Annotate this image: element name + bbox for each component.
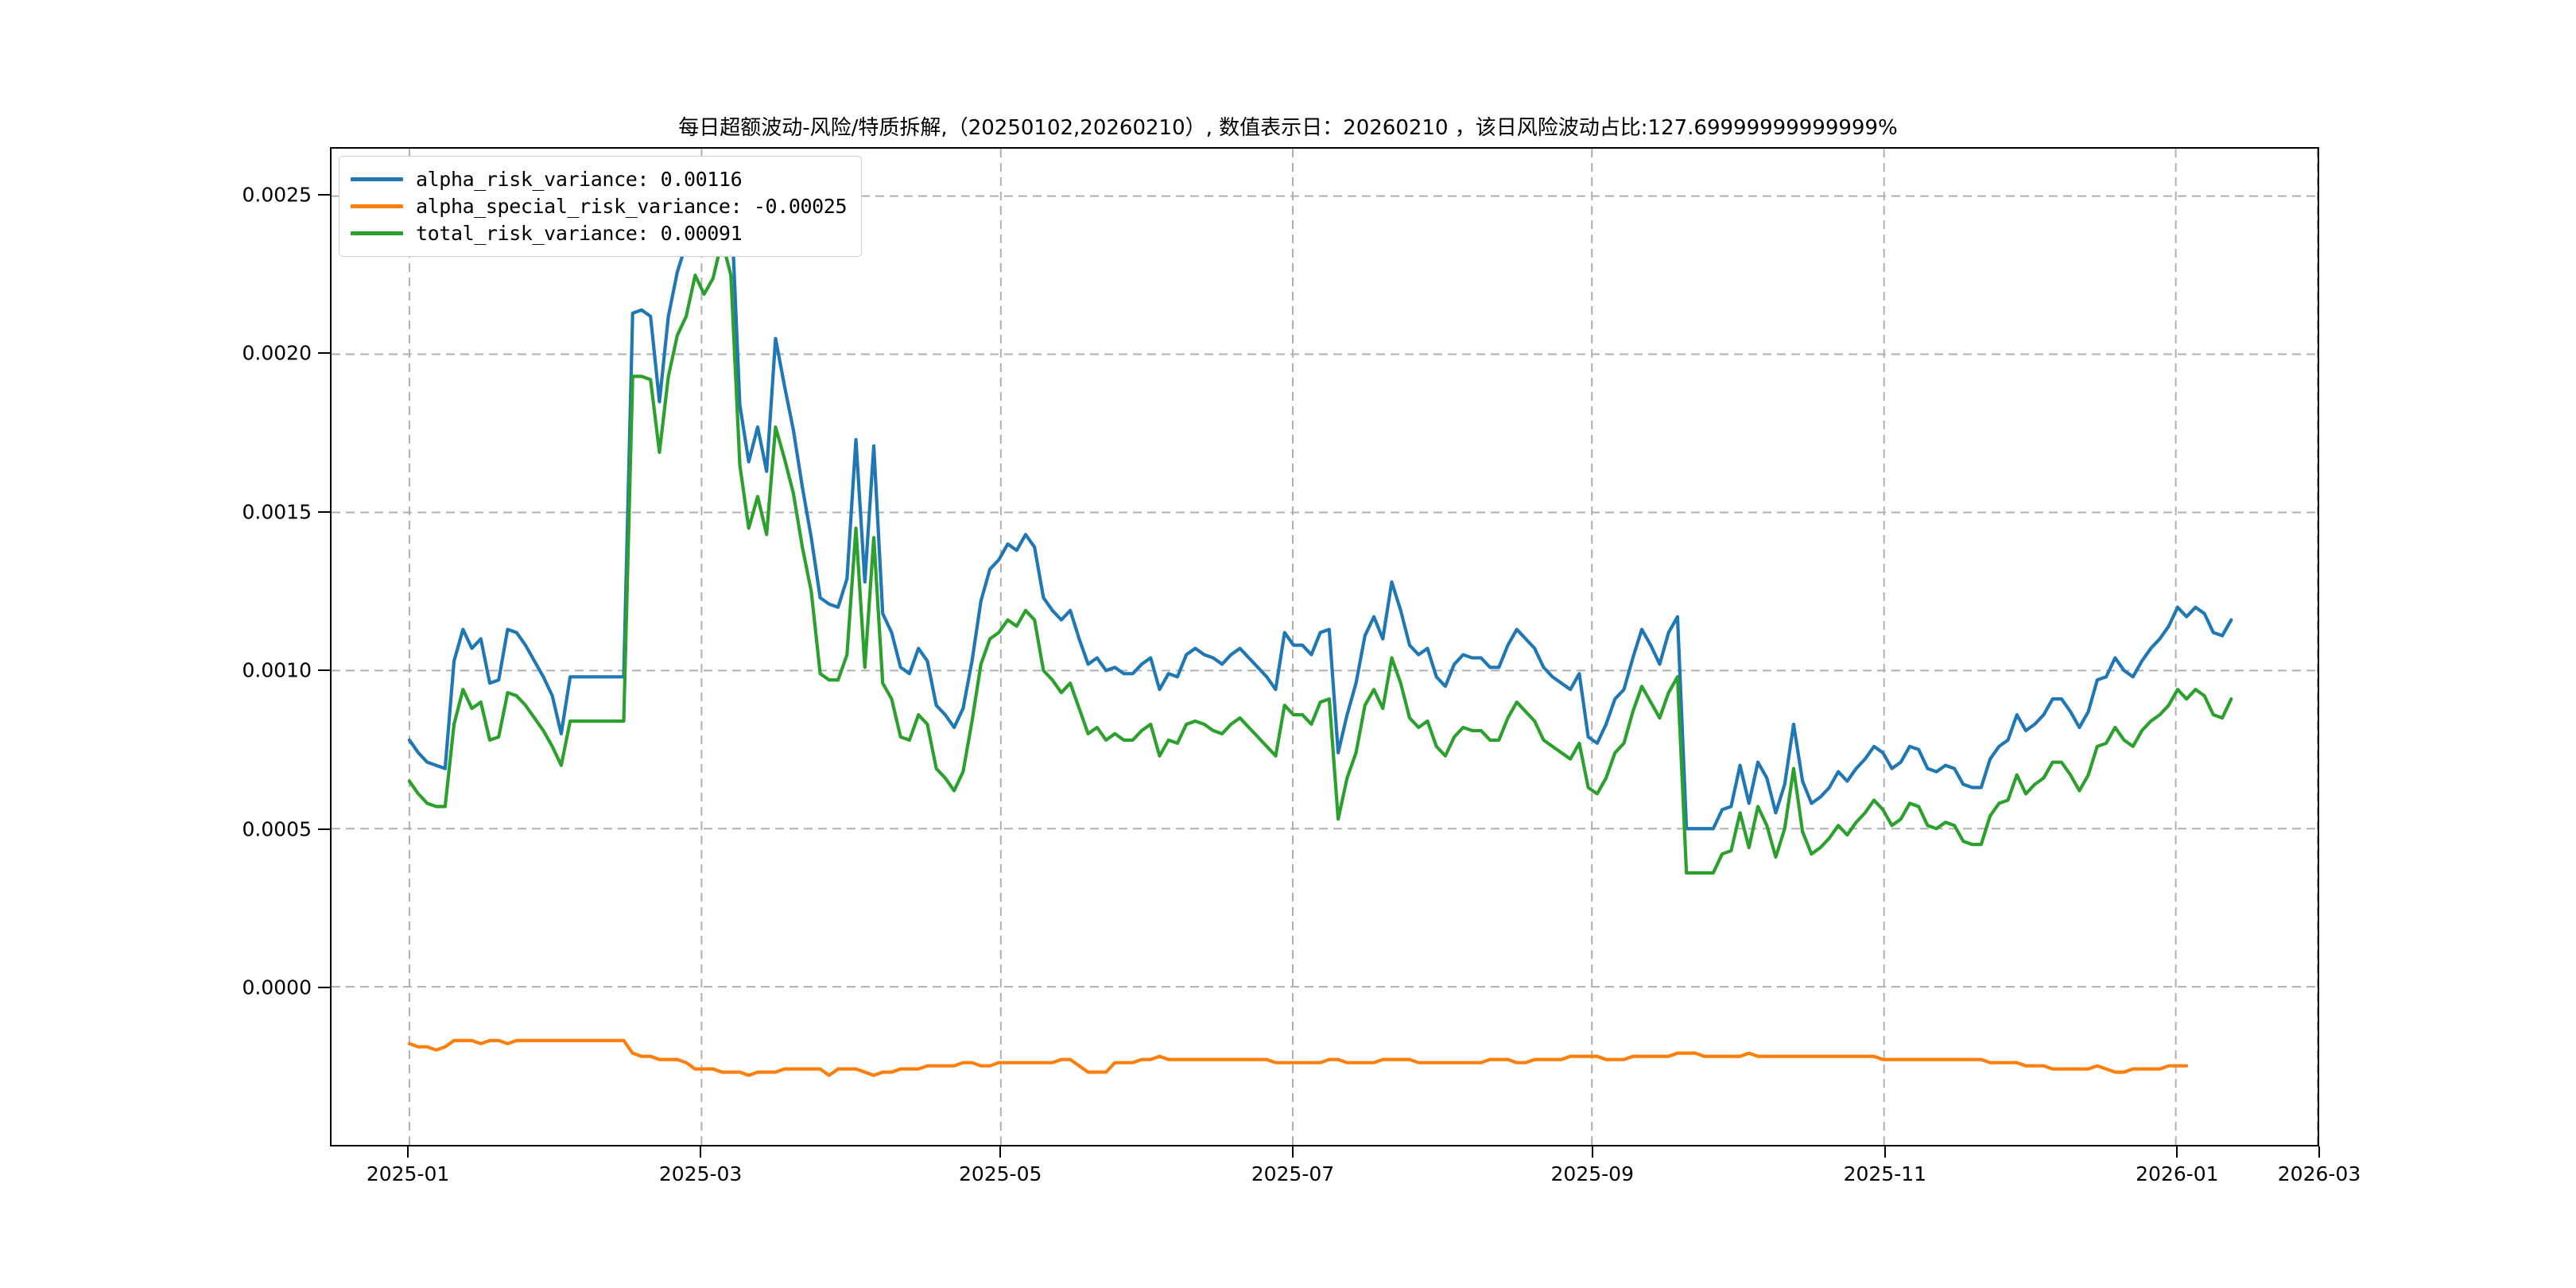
y-tick-label: 0.0020: [242, 341, 312, 365]
plot-area: [330, 147, 2319, 1146]
y-tick-label: 0.0000: [242, 976, 312, 999]
y-tick-label: 0.0015: [242, 500, 312, 524]
y-tick-label: 0.0025: [242, 183, 312, 207]
legend-item-label: alpha_special_risk_variance: -0.00025: [416, 194, 848, 218]
grid-layer: [332, 149, 2318, 1145]
x-tick-label: 2025-11: [1843, 1162, 1927, 1185]
legend-line-swatch-icon: [351, 177, 403, 181]
x-tick-mark: [999, 1146, 1002, 1158]
x-tick-mark: [2176, 1146, 2178, 1158]
y-tick-mark: [318, 193, 330, 196]
x-tick-label: 2025-09: [1550, 1162, 1634, 1185]
y-tick-label: 0.0010: [242, 658, 312, 682]
x-tick-label: 2025-07: [1251, 1162, 1335, 1185]
y-tick-label: 0.0005: [242, 817, 312, 841]
x-tick-label: 2025-01: [366, 1162, 450, 1185]
y-tick-mark: [318, 669, 330, 672]
legend-item-label: alpha_risk_variance: 0.00116: [416, 167, 743, 191]
series-line-alpha-special-risk-variance: [409, 1041, 2186, 1076]
x-tick-mark: [2318, 1146, 2320, 1158]
x-tick-mark: [1591, 1146, 1593, 1158]
x-tick-mark: [407, 1146, 409, 1158]
series-layer: [332, 149, 2318, 1145]
page-title: 每日超额波动-风险/特质拆解,（20250102,20260210）, 数值表示…: [678, 116, 1898, 140]
series-line-alpha-risk-variance: [409, 158, 2231, 828]
legend-item[interactable]: alpha_special_risk_variance: -0.00025: [351, 192, 848, 219]
legend-item-label: total_risk_variance: 0.00091: [416, 221, 743, 245]
y-tick-mark: [318, 828, 330, 830]
legend-line-swatch-icon: [351, 204, 403, 208]
legend-item[interactable]: total_risk_variance: 0.00091: [351, 219, 847, 246]
y-tick-mark: [318, 352, 330, 355]
x-tick-label: 2025-03: [658, 1162, 743, 1185]
x-tick-label: 2025-05: [958, 1162, 1042, 1185]
x-tick-mark: [1291, 1146, 1294, 1158]
y-tick-mark: [318, 987, 330, 989]
x-tick-mark: [700, 1146, 702, 1158]
x-tick-label: 2026-01: [2136, 1162, 2219, 1185]
legend-line-swatch-icon: [351, 231, 403, 235]
series-line-total-risk-variance: [409, 240, 2231, 873]
y-tick-mark: [318, 510, 330, 513]
legend-item[interactable]: alpha_risk_variance: 0.00116: [351, 165, 847, 192]
x-tick-label: 2026-03: [2277, 1162, 2361, 1185]
x-tick-mark: [1884, 1146, 1886, 1158]
legend-box: alpha_risk_variance: 0.00116 alpha_specia…: [339, 156, 863, 257]
